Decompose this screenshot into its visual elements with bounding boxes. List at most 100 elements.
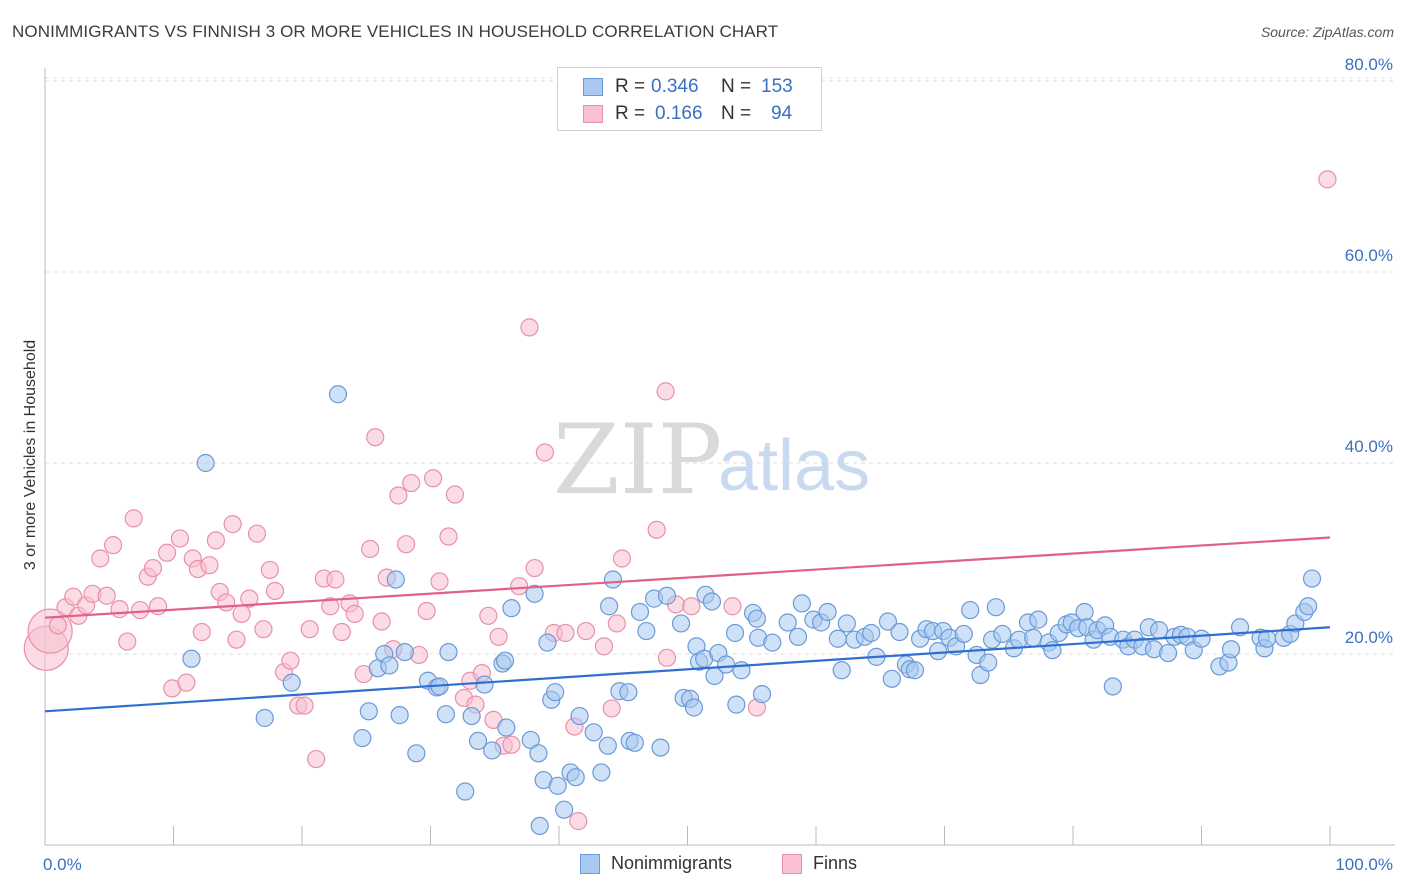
point-nonimmigrants	[380, 656, 399, 675]
point-finns	[170, 529, 190, 548]
point-finns	[525, 558, 544, 578]
point-finns	[200, 556, 219, 575]
n-label: N =	[721, 76, 752, 97]
point-finns	[227, 630, 246, 649]
point-finns	[556, 623, 575, 643]
point-nonimmigrants	[359, 702, 378, 721]
point-nonimmigrants	[818, 602, 837, 622]
point-nonimmigrants	[684, 698, 704, 717]
point-finns	[372, 612, 391, 631]
series-finns	[23, 170, 1337, 831]
point-nonimmigrants	[182, 649, 201, 668]
point-nonimmigrants	[439, 642, 458, 662]
point-nonimmigrants	[584, 723, 603, 742]
point-nonimmigrants	[778, 613, 797, 632]
point-finns	[439, 527, 458, 546]
point-finns	[1318, 170, 1337, 189]
point-finns	[594, 637, 614, 656]
point-nonimmigrants	[497, 718, 516, 737]
point-nonimmigrants	[905, 661, 925, 680]
point-finns	[417, 601, 436, 621]
point-nonimmigrants	[328, 385, 348, 404]
point-nonimmigrants	[832, 661, 851, 680]
series-nonimmigrants	[182, 385, 1322, 836]
point-finns	[124, 509, 143, 528]
point-nonimmigrants	[993, 624, 1012, 644]
point-finns	[110, 600, 129, 619]
watermark-zip: ZIP	[553, 404, 722, 516]
point-nonimmigrants	[1158, 643, 1178, 663]
point-nonimmigrants	[986, 598, 1006, 617]
point-finns	[97, 586, 116, 605]
point-finns	[602, 699, 621, 718]
legend-swatch-finns	[583, 105, 603, 123]
y-tick-label: 60.0%	[1345, 246, 1393, 265]
point-nonimmigrants	[395, 642, 414, 662]
point-nonimmigrants	[282, 673, 301, 692]
point-nonimmigrants	[1302, 569, 1322, 588]
gridlines	[45, 77, 1395, 655]
point-nonimmigrants	[625, 733, 644, 752]
point-nonimmigrants	[1192, 629, 1211, 648]
point-finns	[307, 749, 326, 769]
point-nonimmigrants	[353, 728, 372, 748]
legend-row-finns: R = 0.166 N = 94	[558, 101, 821, 127]
point-finns	[91, 549, 110, 568]
point-finns	[217, 593, 236, 612]
point-finns	[326, 570, 345, 589]
r-value: 0.166	[655, 103, 703, 124]
point-finns	[64, 587, 83, 606]
point-finns	[130, 600, 150, 620]
point-nonimmigrants	[592, 763, 611, 782]
y-axis-title: 3 or more Vehicles in Household	[22, 340, 39, 570]
chart-title: NONIMMIGRANTS VS FINNISH 3 OR MORE VEHIC…	[12, 22, 779, 41]
point-nonimmigrants	[651, 738, 670, 757]
point-nonimmigrants	[727, 695, 746, 714]
point-nonimmigrants	[386, 570, 405, 589]
point-nonimmigrants	[1103, 677, 1122, 696]
point-nonimmigrants	[407, 744, 426, 763]
point-nonimmigrants	[716, 655, 736, 674]
y-tick-labels: 20.0% 40.0% 60.0% 80.0%	[1345, 55, 1393, 647]
point-nonimmigrants	[1221, 640, 1241, 659]
point-finns	[247, 524, 267, 543]
point-finns	[647, 520, 666, 539]
point-finns	[192, 622, 211, 642]
point-nonimmigrants	[979, 653, 998, 672]
point-nonimmigrants	[788, 627, 808, 646]
point-nonimmigrants	[954, 624, 973, 644]
point-finns	[254, 620, 273, 639]
x-tick-label: 0.0%	[43, 855, 82, 874]
point-finns	[723, 597, 742, 616]
point-nonimmigrants	[530, 816, 549, 836]
point-finns	[265, 581, 285, 601]
point-nonimmigrants	[555, 800, 574, 819]
point-finns	[576, 621, 596, 641]
y-tick-label: 40.0%	[1345, 437, 1393, 456]
legend-row-nonimmigrants: R = 0.346 N = 153	[558, 74, 821, 100]
point-nonimmigrants	[570, 706, 589, 726]
point-nonimmigrants	[882, 669, 901, 688]
point-nonimmigrants	[1299, 597, 1318, 616]
n-value: 94	[771, 103, 793, 124]
point-finns	[445, 485, 465, 504]
point-nonimmigrants	[702, 592, 722, 611]
point-finns	[682, 597, 701, 616]
point-nonimmigrants	[878, 612, 898, 631]
legend-label-finns: Finns	[813, 853, 858, 873]
n-value: 153	[761, 76, 793, 97]
point-nonimmigrants	[529, 744, 548, 763]
point-nonimmigrants	[630, 602, 650, 622]
legend-swatch-nonimmigrants	[580, 854, 600, 874]
source-label: Source: ZipAtlas.com	[1260, 24, 1394, 40]
point-finns	[118, 632, 137, 651]
point-finns	[535, 443, 554, 462]
point-finns	[612, 549, 632, 568]
n-label: N =	[721, 103, 752, 124]
point-nonimmigrants	[546, 683, 565, 702]
point-finns	[232, 604, 251, 623]
legend-swatch-finns	[782, 854, 802, 874]
watermark: ZIP atlas	[553, 404, 870, 516]
point-finns	[502, 735, 521, 754]
y-tick-label: 80.0%	[1345, 55, 1393, 74]
